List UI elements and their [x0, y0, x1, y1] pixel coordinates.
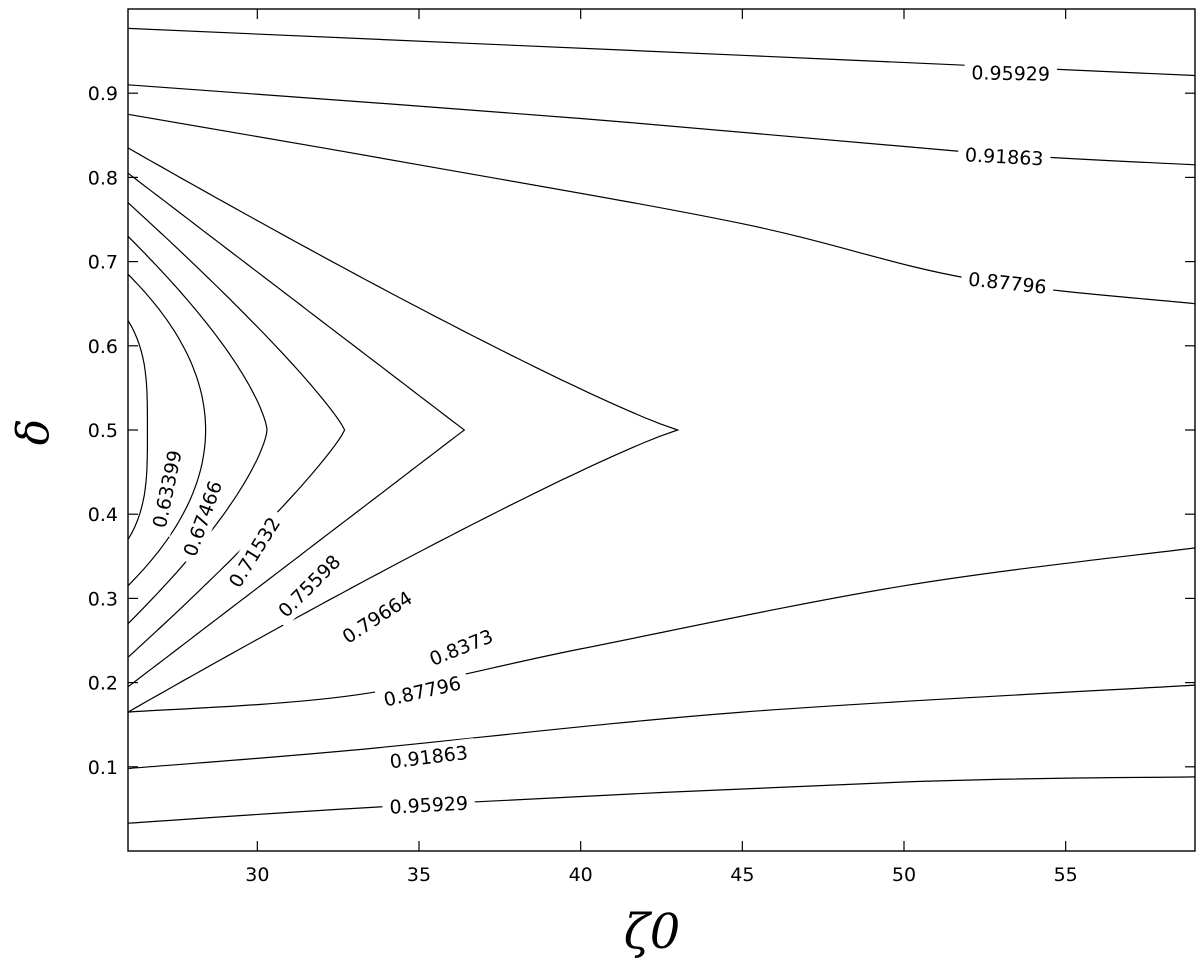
- contour-line-lower: [127, 684, 1196, 770]
- x-tick-label: 30: [245, 864, 269, 886]
- contour-line: [127, 320, 148, 540]
- contour-label: 0.87796: [960, 264, 1055, 301]
- contour-label: 0.87796: [374, 667, 471, 715]
- contour-label: 0.95929: [964, 59, 1058, 87]
- contour-label-text: 0.75598: [274, 551, 345, 622]
- contour-label-background: [418, 619, 504, 675]
- contour-label-text: 0.95929: [389, 793, 469, 819]
- contour-label: 0.67466: [174, 470, 231, 567]
- y-tick-label: 0.8: [88, 167, 118, 189]
- x-tick-label: 45: [730, 864, 754, 886]
- contour-label-background: [267, 543, 351, 628]
- contour-label-background: [174, 470, 231, 567]
- contour-line: [127, 273, 207, 587]
- contour-label: 0.8373: [418, 619, 504, 675]
- x-tick-label: 55: [1054, 864, 1078, 886]
- contour-label-background: [144, 441, 190, 537]
- contour-line-upper: [127, 84, 1196, 166]
- contour-label-background: [964, 59, 1058, 87]
- contour-label: 0.75598: [267, 543, 351, 628]
- y-tick-label: 0.3: [88, 588, 118, 610]
- contour-line-lower: [127, 547, 1196, 713]
- y-tick-label: 0.5: [88, 420, 118, 442]
- contour-lines: [127, 27, 1196, 824]
- y-tick-label: 0.1: [88, 757, 118, 779]
- y-axis: 0.1 0.2 0.3 0.4 0.5 0.6 0.7 0.8 0.9: [88, 83, 1195, 779]
- contour-label-background: [381, 738, 477, 776]
- plot-frame: [127, 8, 1196, 852]
- contour-label-background: [374, 667, 471, 715]
- x-tick-label: 40: [569, 864, 593, 886]
- x-tick-label: 50: [892, 864, 916, 886]
- contour-label: 0.71532: [218, 506, 290, 599]
- y-tick-label: 0.6: [88, 336, 118, 358]
- contour-label-text: 0.79664: [339, 587, 417, 648]
- contour-label-background: [218, 506, 290, 599]
- y-tick-label: 0.7: [88, 252, 118, 274]
- contour-label-text: 0.8373: [426, 626, 496, 671]
- y-tick-label: 0.9: [88, 83, 118, 105]
- contour-line-lower: [127, 776, 1196, 824]
- contour-label-text: 0.91863: [964, 144, 1044, 170]
- contour-line-upper: [127, 27, 1196, 77]
- contour-label-background: [381, 789, 476, 821]
- contour-label: 0.63399: [144, 441, 190, 537]
- x-axis: 30 35 40 45 50 55: [245, 9, 1078, 886]
- contour-label-background: [960, 264, 1055, 301]
- contour-label-text: 0.71532: [225, 513, 285, 591]
- contour-label-background: [957, 140, 1052, 172]
- contour-line: [127, 172, 466, 688]
- contour-line: [127, 202, 346, 658]
- x-tick-label: 35: [407, 864, 431, 886]
- contour-label-text: 0.91863: [388, 742, 469, 773]
- y-tick-label: 0.2: [88, 673, 118, 695]
- contour-label: 0.95929: [381, 789, 476, 821]
- contour-label: 0.91863: [957, 140, 1052, 172]
- contour-label-text: 0.95929: [971, 62, 1050, 85]
- contour-line: [127, 147, 680, 713]
- y-axis-label: δ: [8, 419, 59, 446]
- contour-label-background: [331, 580, 423, 653]
- y-tick-label: 0.4: [88, 504, 118, 526]
- contour-label: 0.91863: [381, 738, 477, 776]
- x-axis-label: ζ0: [624, 904, 681, 960]
